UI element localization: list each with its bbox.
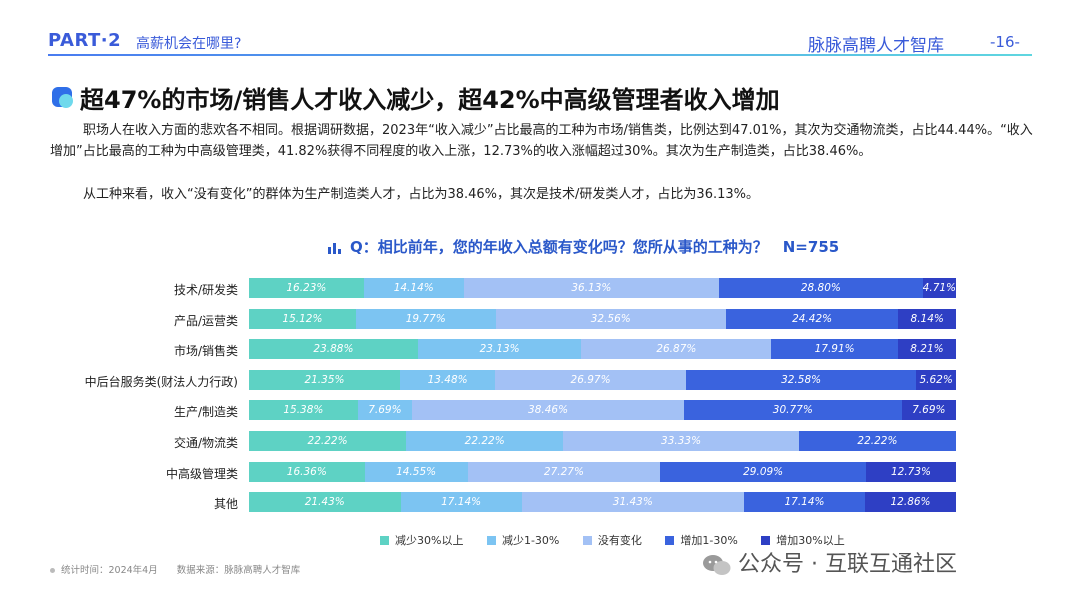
bar-segment: 22.22% xyxy=(249,431,407,451)
bar-segment: 24.42% xyxy=(725,308,899,329)
bar-segment: 5.62% xyxy=(916,369,956,390)
legend-swatch xyxy=(761,535,771,545)
category-label: 技术/研发类 xyxy=(173,283,238,297)
legend-label: 减少1-30% xyxy=(501,534,560,547)
bar-segment: 23.13% xyxy=(417,339,582,360)
bar-segment: 8.14% xyxy=(898,308,956,329)
category-label: 中后台服务类(财法人力行政) xyxy=(84,374,238,389)
legend-swatch xyxy=(665,535,675,545)
bar-segment: 31.43% xyxy=(521,492,744,513)
bar-segment: 26.97% xyxy=(495,369,686,390)
bar-segment: 16.36% xyxy=(249,461,365,482)
bar-segment: 28.80% xyxy=(719,278,923,298)
legend-label: 增加1-30% xyxy=(680,534,738,547)
part-label: PART·2 xyxy=(48,30,122,51)
page-number: -16- xyxy=(990,33,1020,51)
bar-segment: 22.22% xyxy=(406,431,564,451)
brand-name: 脉脉高聘人才智库 xyxy=(808,36,944,56)
bar-segment: 26.87% xyxy=(581,339,772,360)
intro-paragraph-1: 职场人在收入方面的悲欢各不相同。根据调研数据，2023年“收入减少”占比最高的工… xyxy=(50,123,1033,159)
page-header: PART·2 高薪机会在哪里? 脉脉高聘人才智库 -16- xyxy=(0,0,1080,58)
legend-item: 减少1-30% xyxy=(486,532,560,548)
bar-row: 22.22% 22.22% 33.33% 22.22% xyxy=(249,431,956,451)
legend-label: 增加30%以上 xyxy=(776,534,845,547)
bar-segment: 21.35% xyxy=(249,369,400,390)
bar-segment: 17.14% xyxy=(743,492,866,513)
part-subtitle: 高薪机会在哪里? xyxy=(136,36,242,52)
bar-segment: 12.73% xyxy=(865,461,956,482)
legend-label: 减少30%以上 xyxy=(395,534,464,547)
bar-segment: 30.77% xyxy=(684,400,902,421)
bar-segment: 14.14% xyxy=(363,278,464,298)
bar-segment: 29.09% xyxy=(660,461,866,482)
legend-item: 增加1-30% xyxy=(665,532,738,548)
bar-row: 23.88% 23.13% 26.87% 17.91% 8.21% xyxy=(249,339,956,360)
chart-title-text: Q：相比前年，您的年收入总额有变化吗？您所从事的工种为？ N=755 xyxy=(350,238,840,256)
category-label: 其他 xyxy=(213,497,238,512)
bar-segment: 12.86% xyxy=(865,492,956,513)
bar-segment: 36.13% xyxy=(463,278,720,298)
page-title: 超47%的市场/销售人才收入减少，超42%中高级管理者收入增加 xyxy=(80,86,780,114)
bar-row: 21.43% 17.14% 31.43% 17.14% 12.86% xyxy=(249,492,956,513)
category-label: 市场/销售类 xyxy=(173,344,238,359)
header-divider xyxy=(48,54,1032,56)
bar-segment: 32.58% xyxy=(685,369,917,390)
legend-swatch xyxy=(486,535,496,545)
bar-segment: 16.23% xyxy=(249,278,364,298)
legend-label: 没有变化 xyxy=(597,534,642,547)
intro-paragraph-2: 从工种来看，收入“没有变化”的群体为生产制造类人才，占比为38.46%，其次是技… xyxy=(83,187,759,202)
bar-segment: 17.14% xyxy=(400,492,522,513)
watermark-text: 公众号 · 互联互通社区 xyxy=(738,552,957,577)
bar-segment: 8.21% xyxy=(897,339,956,360)
bar-row: 15.38% 7.69% 38.46% 30.77% 7.69% xyxy=(249,400,956,421)
bar-segment: 17.91% xyxy=(771,339,898,360)
legend-item: 减少30%以上 xyxy=(380,532,463,548)
bar-row: 16.23% 14.14% 36.13% 28.80% 4.71% xyxy=(249,278,956,298)
bar-segment: 21.43% xyxy=(249,492,401,513)
legend-swatch xyxy=(582,535,592,545)
wechat-icon xyxy=(703,555,731,575)
bar-segment: 27.27% xyxy=(467,461,661,482)
chart-legend: 减少30%以上 减少1-30% 没有变化 增加1-30% 增加30%以上 xyxy=(380,532,865,548)
watermark: 公众号 · 互联互通社区 xyxy=(702,546,957,578)
bar-segment: 14.55% xyxy=(364,461,468,482)
bar-segment: 7.69% xyxy=(357,400,413,421)
footer-note: 统计时间：2024年4月 数据来源：脉脉高聘人才智库 xyxy=(50,562,300,576)
legend-item: 增加30%以上 xyxy=(761,532,845,548)
bar-segment: 22.22% xyxy=(798,431,956,451)
bar-segment: 32.56% xyxy=(495,308,726,329)
bar-segment: 15.12% xyxy=(249,308,356,329)
bar-segment: 13.48% xyxy=(399,369,496,390)
bar-segment: 33.33% xyxy=(563,431,799,451)
bar-segment: 7.69% xyxy=(901,400,956,421)
bar-segment: 23.88% xyxy=(249,339,418,360)
bar-chart-icon xyxy=(328,242,341,254)
bar-row: 16.36% 14.55% 27.27% 29.09% 12.73% xyxy=(249,461,956,482)
bar-segment: 15.38% xyxy=(249,400,358,421)
bar-row: 21.35% 13.48% 26.97% 32.58% 5.62% xyxy=(249,369,956,390)
bar-segment: 19.77% xyxy=(355,308,496,329)
category-label: 中高级管理类 xyxy=(165,466,238,481)
bar-row: 15.12% 19.77% 32.56% 24.42% 8.14% xyxy=(249,308,956,329)
category-label: 交通/物流类 xyxy=(173,436,238,450)
legend-swatch xyxy=(380,535,389,545)
title-bullet-icon xyxy=(52,87,73,108)
footer-note-text: 统计时间：2024年4月 数据来源：脉脉高聘人才智库 xyxy=(61,565,301,576)
bar-segment: 4.71% xyxy=(922,278,956,298)
legend-item: 没有变化 xyxy=(582,532,642,548)
chart-title: Q：相比前年，您的年收入总额有变化吗？您所从事的工种为？ N=755 xyxy=(328,236,839,257)
category-label: 产品/运营类 xyxy=(173,313,238,328)
bar-segment: 38.46% xyxy=(412,400,685,421)
footer-dot-icon xyxy=(50,568,55,573)
category-label: 生产/制造类 xyxy=(173,405,238,420)
